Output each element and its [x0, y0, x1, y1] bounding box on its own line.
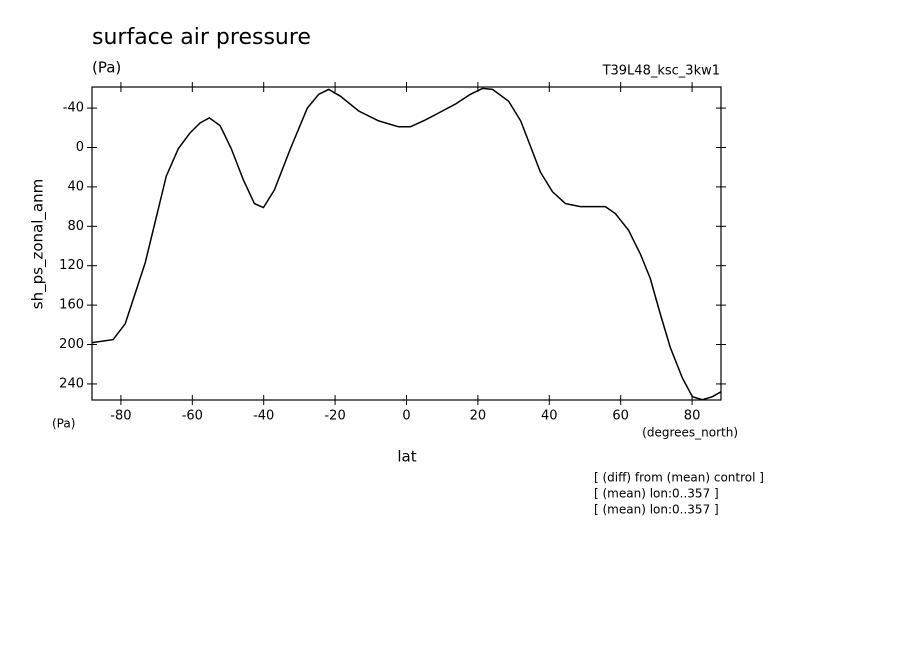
y-tick-label: 120 — [59, 258, 84, 273]
y-tick-label: 200 — [59, 337, 84, 352]
x-tick-label: 80 — [684, 409, 701, 424]
x-tick-label: 60 — [612, 409, 629, 424]
note: [ (mean) lon:0..357 ] — [594, 503, 719, 517]
data-line — [92, 87, 722, 401]
x-tick-label: 20 — [470, 409, 487, 424]
run-label: T39L48_ksc_3kw1 — [602, 64, 720, 79]
note: [ (diff) from (mean) control ] — [594, 471, 764, 485]
y-units: (Pa) — [52, 417, 75, 431]
x-tick-label: -60 — [182, 409, 203, 424]
x-tick-label: -40 — [253, 409, 274, 424]
x-tick-label: -20 — [324, 409, 345, 424]
x-units: (degrees_north) — [642, 426, 738, 440]
plot-frame — [91, 86, 722, 401]
y-axis-label: sh_ps_zonal_anm — [29, 179, 48, 309]
x-tick-label: 0 — [402, 409, 410, 424]
chart-title: surface air pressure — [92, 25, 311, 50]
x-tick-label: -80 — [110, 409, 131, 424]
note: [ (mean) lon:0..357 ] — [594, 487, 719, 501]
x-tick-label: 40 — [541, 409, 558, 424]
y-tick-label: 80 — [67, 219, 84, 234]
y-tick-label: 240 — [59, 376, 84, 391]
y-tick-label: 0 — [76, 140, 84, 155]
x-axis-label: lat — [397, 448, 416, 466]
y-tick-label: 40 — [67, 179, 84, 194]
chart-subtitle: (Pa) — [92, 59, 121, 77]
y-tick-label: -40 — [63, 101, 84, 116]
y-tick-label: 160 — [59, 298, 84, 313]
